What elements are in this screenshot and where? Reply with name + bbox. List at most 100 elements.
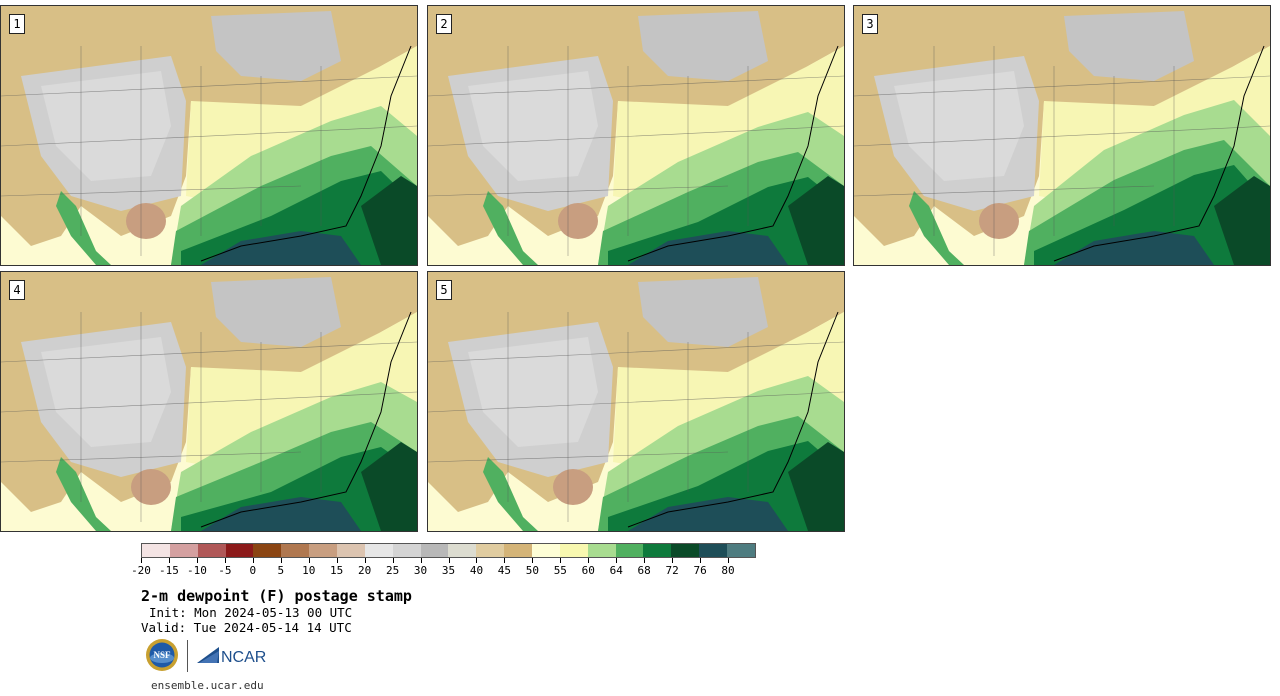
baja-coast [56,191,111,265]
colorbar-tick-label: 50 [525,564,539,577]
valid-time: Valid: Tue 2024-05-14 14 UTC [141,620,352,635]
map-panel-2[interactable]: 2 [427,5,845,266]
dewpoint-map [854,6,1270,265]
nsf-text: NSF [153,650,171,660]
gulf-of-mexico [1054,231,1214,265]
ncar-text: NCAR [221,649,266,666]
colorbar-tick-label: 80 [721,564,735,577]
site-url[interactable]: ensemble.ucar.edu [151,679,264,692]
colorbar-tick [588,558,590,563]
great-lakes-region [638,11,768,81]
colorbar-tick [196,558,198,563]
state-boundary [428,391,844,413]
colorbar-tick [141,558,142,563]
colorbar-swatch [587,544,616,557]
coastline [1053,45,1265,262]
logo-divider [187,640,188,672]
colorbar-ticks: -20 -15 -10 -5 0 5 10 15 20 25 30 35 40 45 50 55 60 64 68 7… [131,558,756,580]
low-dewpoint-west-inner [41,71,171,181]
baja-coast [483,191,538,265]
colorbar-swatch [559,544,588,557]
colorbar-swatch [476,544,505,557]
coastline [627,311,839,528]
state-boundary [1,185,302,197]
colorbar-tick-label: 64 [609,564,623,577]
map-panel-1[interactable]: 1 [0,5,418,266]
colorbar-tick-label: 20 [358,564,372,577]
colorbar-tick-label: 76 [693,564,707,577]
low-dewpoint-west-inner [468,71,598,181]
colorbar-tick [364,558,366,563]
ncar-logo: NCAR [197,647,266,666]
colorbar-swatch [504,544,533,557]
colorbar-swatch [671,544,700,557]
init-time: Init: Mon 2024-05-13 00 UTC [149,605,353,620]
colorbar-swatch [615,544,644,557]
colorbar-tick [420,558,422,563]
colorbar-tick [532,558,534,563]
colorbar-swatch [448,544,477,557]
state-boundary [854,75,1270,97]
colorbar-tick [224,558,226,563]
state-boundary [428,451,729,463]
coastline [627,45,839,262]
colorbar-tick [168,558,170,563]
colorbar-tick-label: 5 [277,564,285,577]
panel-number: 4 [9,280,25,300]
baja-coast [483,457,538,531]
colorbar-swatch [309,544,338,557]
colorbar-tick-label: 10 [302,564,316,577]
colorbar-tick [560,558,562,563]
map-panel-4[interactable]: 4 [0,271,418,532]
dry-patch [131,469,171,505]
colorbar-swatch [142,544,170,557]
colorbar-swatch [643,544,672,557]
map-panel-5[interactable]: 5 [427,271,845,532]
colorbar-tick-label: 68 [637,564,651,577]
colorbar-tick [644,558,646,563]
colorbar-swatch [727,544,755,557]
chart-title: 2-m dewpoint (F) postage stamp [141,587,412,605]
map-panel-3[interactable]: 3 [853,5,1271,266]
colorbar-tick-label: 0 [249,564,257,577]
colorbar-tick-label: 35 [441,564,456,577]
colorbar-tick-label: -15 [159,564,179,577]
great-lakes-region [638,277,768,347]
colorbar-tick [616,558,618,563]
colorbar-swatch [337,544,365,557]
colorbar-tick [504,558,506,563]
coastline [200,311,412,528]
atlantic-band [1214,176,1270,265]
colorbar-tick-label: -5 [218,564,232,577]
colorbar-swatch [281,544,310,557]
state-boundary [854,125,1270,147]
colorbar-tick-label: 60 [581,564,595,577]
low-dewpoint-west-inner [468,337,598,447]
nsf-logo: NSF [146,639,178,671]
colorbar-tick-label: 15 [330,564,344,577]
state-boundary [1,125,417,147]
colorbar-swatch [253,544,282,557]
colorbar-tick [392,558,394,563]
colorbar-tick-label: 45 [497,564,512,577]
colorbar-tick-label: 72 [665,564,679,577]
colorbar-tick-label: 25 [385,564,400,577]
gulf-of-mexico [628,231,788,265]
atlantic-band [788,176,844,265]
colorbar-tick [336,558,338,563]
panel-number: 5 [436,280,452,300]
gulf-of-mexico [628,497,788,531]
colorbar-tick [728,558,730,563]
colorbar-swatch [392,544,421,557]
colorbar-tick-label: 40 [469,564,484,577]
great-lakes-region [1064,11,1194,81]
coastline [200,45,412,262]
atlantic-band [361,176,417,265]
state-boundary [1,75,417,97]
state-boundary [1,451,302,463]
panel-number: 1 [9,14,25,34]
atlantic-band [788,442,844,531]
colorbar-tick [672,558,674,563]
dry-patch [979,203,1019,239]
state-boundary [428,341,844,363]
